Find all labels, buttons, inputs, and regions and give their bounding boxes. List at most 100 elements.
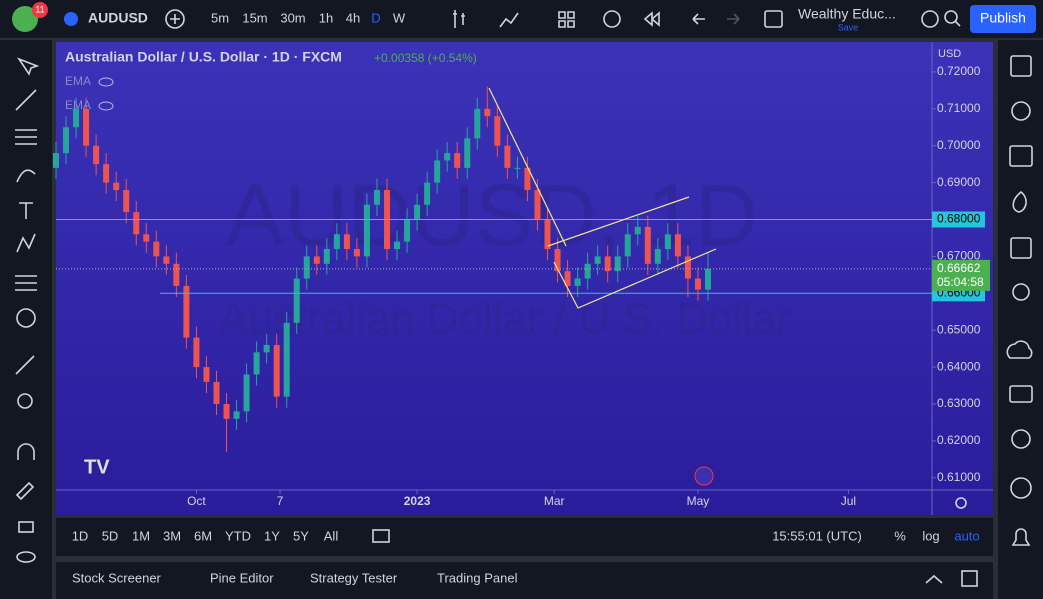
candle-body <box>674 234 681 257</box>
candle-body <box>213 381 220 405</box>
brush-tool[interactable] <box>16 169 36 183</box>
alert-icon[interactable] <box>603 10 621 28</box>
measure-tool[interactable] <box>15 355 35 375</box>
candle-body <box>424 182 431 205</box>
fullscreen-icon[interactable] <box>764 10 783 28</box>
percent-toggle[interactable]: % <box>894 528 906 543</box>
search-icon[interactable] <box>944 10 958 24</box>
range-button[interactable]: 5D <box>102 528 119 543</box>
range-button[interactable]: 5Y <box>293 528 309 543</box>
interval[interactable]: D <box>371 10 380 25</box>
alerts-icon[interactable] <box>1011 101 1031 121</box>
candle-body <box>153 241 160 257</box>
trendline-tool[interactable] <box>15 89 37 111</box>
help-icon[interactable] <box>1011 429 1031 449</box>
range-button[interactable]: 3M <box>163 528 181 543</box>
candle-body <box>263 344 270 353</box>
axis-settings[interactable] <box>955 497 967 509</box>
trend-drawing[interactable] <box>488 87 567 247</box>
last-price-box <box>932 259 990 291</box>
candle-body <box>373 189 380 205</box>
data-window-icon[interactable] <box>1009 145 1033 167</box>
panel-tab[interactable]: Stock Screener <box>72 570 162 585</box>
undo-icon[interactable] <box>692 13 705 25</box>
right-toolbar <box>998 40 1043 599</box>
candle-body <box>123 189 130 213</box>
candle-body <box>103 164 110 183</box>
layouts-icon[interactable] <box>558 11 575 28</box>
y-tick-label: 0.70000 <box>937 138 981 152</box>
redo-icon[interactable] <box>727 13 740 25</box>
range-button[interactable]: 1D <box>72 528 89 543</box>
range-button[interactable]: 6M <box>194 528 212 543</box>
text-tool[interactable] <box>19 202 33 219</box>
panel-tab[interactable]: Strategy Tester <box>310 570 398 585</box>
magnet-tool[interactable] <box>17 443 35 460</box>
calendar-icon[interactable] <box>1010 237 1032 259</box>
tv-logo: TV <box>84 456 110 478</box>
publish-button[interactable] <box>970 5 1036 33</box>
interval[interactable]: 5m <box>211 10 229 25</box>
interval[interactable]: 1h <box>319 10 333 25</box>
symbol[interactable]: AUDUSD <box>88 10 148 26</box>
event-marker[interactable] <box>694 466 714 486</box>
chats-icon[interactable] <box>1009 385 1033 403</box>
collapse-panel[interactable] <box>925 574 943 584</box>
lock-tool[interactable] <box>18 521 34 533</box>
ideas-icon[interactable] <box>1012 283 1030 301</box>
hotlists-icon[interactable] <box>1012 190 1027 213</box>
prediction-tool[interactable] <box>15 275 37 291</box>
y-tick-label: 0.72000 <box>937 64 981 78</box>
log-toggle[interactable]: log <box>922 528 939 543</box>
watchlist-icon[interactable] <box>1010 55 1032 77</box>
chart-title: Australian Dollar / U.S. Dollar · 1D · F… <box>65 49 342 65</box>
broadcast-icon[interactable] <box>1010 477 1032 499</box>
channel-drawing[interactable] <box>547 196 717 309</box>
range-button[interactable]: 1Y <box>264 528 280 543</box>
pattern-tool[interactable] <box>16 233 36 253</box>
range-button[interactable]: All <box>324 528 339 543</box>
bottom-panel <box>56 562 993 599</box>
interval[interactable]: 15m <box>242 10 267 25</box>
add-symbol[interactable] <box>165 9 185 29</box>
fib-tool[interactable] <box>15 129 37 145</box>
indicators-icon[interactable] <box>499 12 519 28</box>
chart-pane <box>56 42 993 515</box>
candle-body <box>193 337 200 368</box>
panel-tab[interactable]: Trading Panel <box>437 570 518 585</box>
y-tick-label: 0.64000 <box>937 359 981 373</box>
date-range-icon[interactable] <box>372 529 390 543</box>
streams-icon[interactable] <box>1006 340 1033 359</box>
notifications-icon[interactable] <box>1011 528 1031 546</box>
candle-body <box>494 116 501 146</box>
layout-name[interactable]: Wealthy Educ... <box>798 6 896 22</box>
candle-body <box>313 256 320 264</box>
range-button[interactable]: 1M <box>132 528 150 543</box>
y-tick-label: 0.62000 <box>937 433 981 447</box>
visibility-toggle[interactable] <box>98 101 114 111</box>
range-bar <box>56 518 993 556</box>
currency[interactable]: USD <box>938 48 961 60</box>
chart-type-icon[interactable] <box>453 10 465 28</box>
notification-badge <box>32 2 48 18</box>
interval[interactable]: W <box>393 10 406 25</box>
logo[interactable] <box>12 6 38 32</box>
indicator-label: EMA <box>65 98 91 112</box>
zoom-tool[interactable] <box>17 393 33 409</box>
icons-tool[interactable] <box>16 308 36 328</box>
maximize-panel[interactable] <box>961 570 978 587</box>
replay-icon[interactable] <box>643 11 660 27</box>
hide-tool[interactable] <box>16 551 36 563</box>
visibility-toggle[interactable] <box>98 77 114 87</box>
settings-icon[interactable] <box>921 10 939 28</box>
candle-body <box>604 256 611 272</box>
auto-toggle[interactable]: auto <box>954 528 979 543</box>
cursor-tool[interactable] <box>16 57 40 76</box>
interval[interactable]: 30m <box>280 10 305 25</box>
candle-body <box>343 234 350 250</box>
candle-body <box>303 256 310 279</box>
panel-tab[interactable]: Pine Editor <box>210 570 274 585</box>
range-button[interactable]: YTD <box>225 528 251 543</box>
interval[interactable]: 4h <box>346 10 360 25</box>
drawing-mode-tool[interactable] <box>15 481 35 501</box>
